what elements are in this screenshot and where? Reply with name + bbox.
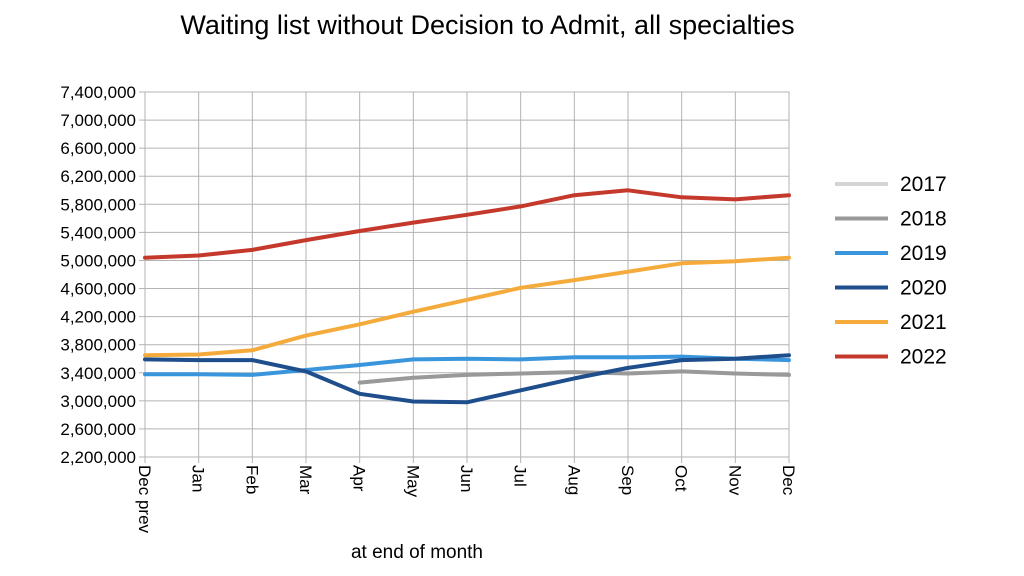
legend-label-2018: 2018 <box>900 208 947 231</box>
x-tick-label: Feb <box>242 465 261 494</box>
legend-label-2019: 2019 <box>900 242 947 265</box>
x-tick-label: Dec prev <box>135 465 154 534</box>
y-tick-label: 5,000,000 <box>60 251 136 270</box>
x-tick-label: Jun <box>457 465 476 492</box>
x-tick-label: Oct <box>672 465 691 492</box>
x-tick-label: Jul <box>511 465 530 487</box>
y-tick-label: 3,400,000 <box>60 364 136 383</box>
x-tick-label: Sep <box>618 465 637 495</box>
x-tick-label: Aug <box>564 465 583 495</box>
y-tick-label: 4,200,000 <box>60 308 136 327</box>
y-tick-label: 5,400,000 <box>60 223 136 242</box>
legend-label-2020: 2020 <box>900 277 947 300</box>
y-tick-label: 6,600,000 <box>60 139 136 158</box>
series-line-2018 <box>357 369 791 385</box>
y-tick-label: 7,000,000 <box>60 111 136 130</box>
y-tick-label: 7,400,000 <box>60 83 136 102</box>
y-tick-label: 3,000,000 <box>60 392 136 411</box>
y-tick-label: 5,800,000 <box>60 195 136 214</box>
y-tick-label: 4,600,000 <box>60 280 136 299</box>
y-tick-label: 2,200,000 <box>60 448 136 467</box>
x-tick-label: Mar <box>296 465 315 495</box>
x-tick-label: Apr <box>350 465 369 492</box>
chart-title: Waiting list without Decision to Admit, … <box>180 10 795 40</box>
series-line-2021 <box>143 255 791 358</box>
y-tick-label: 3,800,000 <box>60 336 136 355</box>
x-tick-label: Nov <box>725 465 744 496</box>
legend-label-2017: 2017 <box>900 173 947 196</box>
legend-label-2022: 2022 <box>900 346 947 369</box>
x-tick-label: May <box>403 465 422 498</box>
series-line-2019 <box>143 354 791 377</box>
series-line-2022 <box>143 188 791 260</box>
y-tick-label: 6,200,000 <box>60 167 136 186</box>
y-tick-label: 2,600,000 <box>60 420 136 439</box>
x-tick-label: Dec <box>779 465 798 496</box>
x-tick-label: Jan <box>189 465 208 492</box>
legend-label-2021: 2021 <box>900 311 947 334</box>
x-axis-label: at end of month <box>351 542 483 563</box>
series-line-2020 <box>143 353 791 405</box>
